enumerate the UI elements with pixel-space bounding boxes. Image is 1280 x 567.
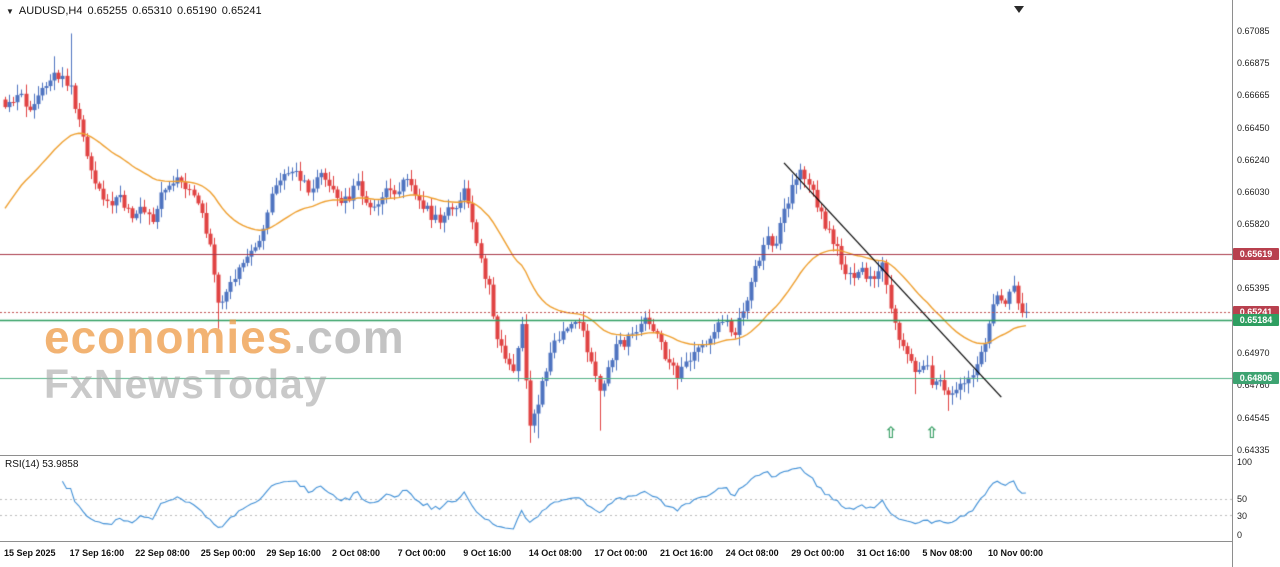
time-axis[interactable]: 15 Sep 2025 17 Sep 16:00 22 Sep 08:00 25 Se… — [0, 542, 1232, 567]
rsi-indicator-canvas[interactable] — [0, 456, 1232, 541]
watermark-domain-suffix: .com — [293, 311, 405, 363]
time-axis-label: 22 Sep 08:00 — [135, 548, 190, 558]
price-axis[interactable]: 0.67085 0.66875 0.66665 0.66450 0.66240 0.660… — [1233, 0, 1280, 456]
time-axis-label: 2 Oct 08:00 — [332, 548, 381, 558]
price-level-badge: 0.64806 — [1233, 372, 1279, 384]
watermark-fxnewstoday: FxNewsToday — [44, 361, 328, 407]
time-axis-label: 10 Nov 00:00 — [988, 548, 1044, 558]
time-axis-label: 5 Nov 08:00 — [922, 548, 973, 558]
ohlc-low-value: 0.65190 — [177, 5, 217, 17]
time-axis-label: 29 Oct 00:00 — [791, 548, 845, 558]
time-axis-label: 17 Sep 16:00 — [69, 548, 125, 558]
price-axis-label: 0.66030 — [1237, 186, 1270, 197]
axis-divider — [1232, 0, 1233, 567]
chart-rsi-divider[interactable] — [0, 455, 1233, 456]
price-axis-label: 0.64970 — [1237, 348, 1270, 359]
time-axis-label: 9 Oct 16:00 — [463, 548, 512, 558]
price-axis-label: 0.66450 — [1237, 122, 1270, 133]
time-axis-label: 17 Oct 00:00 — [594, 548, 648, 558]
price-chart-canvas[interactable] — [0, 0, 1232, 455]
time-axis-label: 21 Oct 16:00 — [660, 548, 714, 558]
time-axis-label: 29 Sep 16:00 — [266, 548, 321, 558]
chart-shift-marker[interactable] — [1014, 6, 1024, 13]
price-axis-label: 0.66240 — [1237, 154, 1270, 165]
time-axis-label: 24 Oct 08:00 — [725, 548, 779, 558]
watermark: economies.com FxNewsToday — [44, 314, 405, 405]
price-level-badge: 0.65619 — [1233, 248, 1279, 261]
time-axis-label: 25 Sep 00:00 — [200, 548, 256, 558]
price-axis-label: 0.67085 — [1237, 26, 1270, 37]
rsi-axis: 100 50 30 0 — [1233, 456, 1280, 541]
price-axis-label: 0.66665 — [1237, 90, 1270, 101]
price-axis-label: 0.65820 — [1237, 218, 1270, 229]
rsi-timeaxis-divider — [0, 541, 1233, 542]
watermark-brand: economies — [44, 311, 294, 363]
price-axis-label: 0.64335 — [1237, 444, 1270, 455]
price-axis-label: 0.65395 — [1237, 283, 1270, 294]
rsi-axis-label: 100 — [1237, 457, 1253, 467]
time-axis-label: 7 Oct 00:00 — [397, 548, 446, 558]
symbol-info-bar: ▼ AUDUSD,H4 0.65255 0.65310 0.65190 0.65241 — [6, 5, 267, 17]
ohlc-close-value: 0.65241 — [221, 5, 262, 17]
watermark-economies-logo: economies.com — [44, 314, 405, 360]
symbol-timeframe-label: AUDUSD,H4 — [18, 5, 83, 17]
price-axis-label: 0.66875 — [1237, 58, 1270, 69]
rsi-axis-label: 30 — [1237, 510, 1248, 521]
rsi-axis-label: 0 — [1237, 530, 1243, 540]
price-level-badge: 0.65184 — [1233, 314, 1279, 327]
time-axis-label: 15 Sep 2025 — [4, 548, 56, 558]
price-axis-label: 0.64545 — [1237, 412, 1270, 423]
symbol-marker-icon: ▼ — [6, 7, 14, 16]
time-axis-label: 14 Oct 08:00 — [528, 548, 582, 558]
rsi-indicator-label: RSI(14) 53.9858 — [5, 459, 79, 470]
ohlc-open-value: 0.65255 — [87, 5, 128, 17]
price-axis-label: 0.64760 — [1237, 380, 1270, 390]
ohlc-high-value: 0.65310 — [132, 5, 173, 17]
rsi-axis-label: 50 — [1237, 493, 1248, 504]
time-axis-label: 31 Oct 16:00 — [856, 548, 910, 558]
